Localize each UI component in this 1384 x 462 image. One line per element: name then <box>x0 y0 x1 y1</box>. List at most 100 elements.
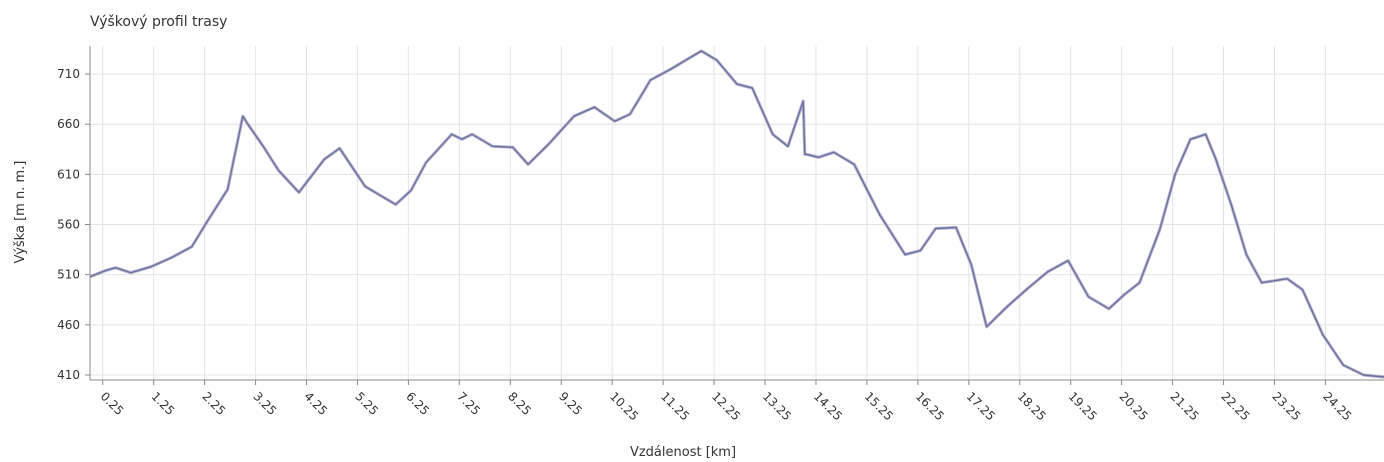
data-point <box>772 133 774 135</box>
data-point <box>986 326 988 328</box>
y-axis-label: Výška [m n. m.] <box>13 161 28 264</box>
y-tick-label: 510 <box>57 268 80 282</box>
data-point <box>1159 228 1161 231</box>
series-group <box>89 49 1384 379</box>
x-tick-label: 24.25 <box>1320 389 1354 423</box>
y-axis-ticks: 410 460 510 560 610 660 710 <box>57 67 90 382</box>
data-point <box>339 147 341 149</box>
data-point <box>833 151 835 153</box>
x-tick-label: 2.25 <box>200 389 229 418</box>
x-tick-label: 17.25 <box>964 389 998 423</box>
data-point <box>191 246 193 248</box>
x-tick-label: 18.25 <box>1015 389 1049 423</box>
x-tick-label: 10.25 <box>607 389 641 423</box>
y-gridlines <box>90 73 1384 376</box>
data-point <box>751 87 753 89</box>
data-point <box>1067 260 1069 262</box>
data-point <box>955 226 957 229</box>
data-point <box>1026 288 1028 290</box>
data-point <box>670 68 672 70</box>
data-point <box>804 153 806 155</box>
data-point <box>1174 173 1176 175</box>
data-point <box>425 161 427 163</box>
data-point <box>1261 282 1263 284</box>
data-point <box>690 56 692 58</box>
y-tick-label: 560 <box>57 218 80 232</box>
x-tick-label: 20.25 <box>1117 389 1151 423</box>
data-point <box>170 257 173 259</box>
data-point <box>104 270 106 272</box>
y-tick-label: 460 <box>57 318 80 332</box>
x-tick-label: 13.25 <box>760 389 794 423</box>
x-tick-label: 14.25 <box>811 389 845 423</box>
data-point <box>1245 254 1247 256</box>
data-point <box>527 163 529 165</box>
x-tick-label: 23.25 <box>1269 389 1303 423</box>
data-point <box>1205 133 1207 135</box>
data-point <box>1230 203 1232 206</box>
data-point <box>805 153 807 155</box>
data-point <box>817 156 820 158</box>
data-point <box>1123 294 1125 296</box>
data-point <box>114 267 117 269</box>
x-tick-label: 16.25 <box>913 389 947 423</box>
data-point <box>395 203 397 206</box>
x-tick-label: 3.25 <box>250 389 279 418</box>
data-point <box>262 145 264 147</box>
data-point <box>471 133 473 135</box>
data-point <box>547 143 550 145</box>
x-tick-label: 21.25 <box>1167 389 1201 423</box>
x-tick-label: 0.25 <box>98 389 127 418</box>
data-point <box>1108 308 1110 310</box>
data-point <box>1301 289 1304 291</box>
data-point <box>919 250 922 252</box>
data-point <box>277 169 280 171</box>
data-point <box>935 227 937 230</box>
data-point <box>573 115 575 117</box>
y-tick-label: 610 <box>57 167 80 181</box>
data-point <box>1006 306 1008 308</box>
data-point <box>1363 374 1365 376</box>
data-point <box>736 83 738 85</box>
x-tick-label: 8.25 <box>505 389 534 418</box>
data-point <box>700 50 702 52</box>
data-point <box>629 113 631 115</box>
x-tick-label: 7.25 <box>454 389 483 418</box>
x-tick-label: 4.25 <box>301 389 330 418</box>
x-tick-label: 11.25 <box>658 389 692 423</box>
data-point <box>879 213 881 216</box>
data-point <box>461 138 463 140</box>
data-point <box>1138 282 1141 284</box>
data-point <box>206 220 208 223</box>
series-line <box>89 50 1384 378</box>
x-tick-label: 6.25 <box>403 389 432 418</box>
data-point <box>1215 158 1217 160</box>
x-gridlines <box>102 46 1326 380</box>
data-point <box>970 264 972 266</box>
data-point <box>853 163 855 165</box>
data-point <box>247 123 249 125</box>
data-point <box>491 145 494 147</box>
data-point <box>1047 271 1049 273</box>
x-axis-label: Vzdálenost [km] <box>630 445 736 460</box>
y-tick-label: 660 <box>57 117 80 131</box>
x-tick-label: 1.25 <box>149 389 178 418</box>
x-tick-label: 5.25 <box>352 389 381 418</box>
data-point <box>298 191 300 193</box>
series-line-shadow <box>89 49 1384 379</box>
data-point <box>323 158 325 160</box>
data-point <box>130 272 132 274</box>
data-point <box>1189 138 1191 140</box>
x-tick-label: 19.25 <box>1066 389 1100 423</box>
x-tick-label: 15.25 <box>862 389 896 423</box>
x-tick-label: 12.25 <box>709 389 743 423</box>
data-point <box>410 189 412 191</box>
chart-title: Výškový profil trasy <box>90 14 227 30</box>
data-point <box>150 266 152 268</box>
data-point <box>716 59 718 61</box>
data-point <box>89 276 91 278</box>
x-tick-label: 9.25 <box>556 389 585 418</box>
data-point <box>1286 278 1288 280</box>
data-point <box>593 106 596 108</box>
